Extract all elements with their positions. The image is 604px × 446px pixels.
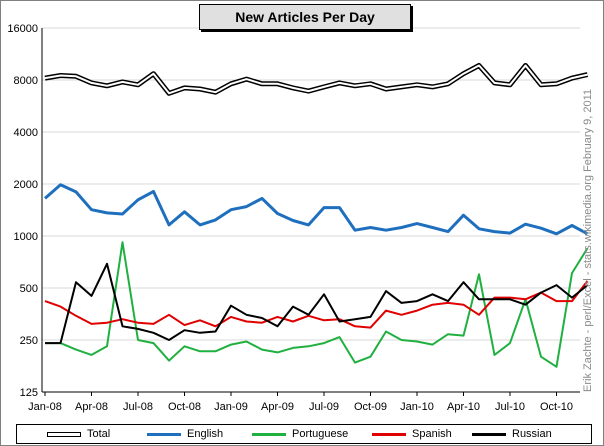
x-tick-label: Jul-10 <box>495 401 525 413</box>
series-lines <box>44 63 589 368</box>
y-tick-label: 250 <box>20 335 38 347</box>
legend-item-spanish: Spanish <box>372 425 452 443</box>
y-tick-label: 125 <box>20 387 38 399</box>
x-tick-label: Jan-10 <box>400 401 434 413</box>
legend-label-russian: Russian <box>512 428 552 440</box>
axes <box>41 28 580 396</box>
y-tick-label: 1000 <box>14 231 38 243</box>
y-tick-label: 4000 <box>14 127 38 139</box>
legend-item-english: English <box>147 425 223 443</box>
legend-label-portuguese: Portuguese <box>292 428 349 440</box>
x-tick-label: Jan-08 <box>28 401 62 413</box>
y-tick-label: 500 <box>20 283 38 295</box>
x-tick-label: Oct-10 <box>540 401 573 413</box>
series-line-spanish <box>44 280 589 329</box>
legend-label-total: Total <box>87 428 111 440</box>
y-tick-label: 16000 <box>7 23 38 35</box>
legend-item-portuguese: Portuguese <box>252 425 348 443</box>
legend-label-english: English <box>187 428 224 440</box>
side-note: Erik Zachte - perl/Excel - stats.wikimed… <box>582 88 594 392</box>
series-line-english <box>44 183 589 236</box>
x-tick-label: Jul-09 <box>309 401 339 413</box>
x-tick-label: Jan-09 <box>214 401 248 413</box>
series-line-portuguese <box>45 241 589 368</box>
x-tick-label: Apr-10 <box>447 401 480 413</box>
y-tick-label: 8000 <box>14 75 38 87</box>
y-tick-label: 2000 <box>14 179 38 191</box>
x-tick-label: Oct-09 <box>354 401 387 413</box>
legend-item-russian: Russian <box>472 425 552 443</box>
series-line-russian <box>45 262 589 345</box>
legend-swatch-russian <box>472 432 506 436</box>
series-line-total <box>44 64 588 95</box>
x-tick-label: Jul-08 <box>123 401 153 413</box>
x-tick-label: Oct-08 <box>168 401 201 413</box>
tick-labels: 16000 8000 4000 2000 1000 500 250 125 Jan-08 Apr-… <box>7 23 573 413</box>
legend-item-total: Total <box>47 425 110 443</box>
legend-swatch-english <box>147 432 181 436</box>
legend-swatch-total <box>47 431 81 437</box>
legend-swatch-portuguese <box>252 432 286 436</box>
legend-swatch-spanish <box>372 432 406 436</box>
x-tick-label: Apr-08 <box>75 401 108 413</box>
legend: Total English Portuguese Spanish Russian <box>16 424 592 444</box>
chart-title: New Articles Per Day <box>199 4 411 30</box>
legend-label-spanish: Spanish <box>412 428 452 440</box>
x-tick-label: Apr-09 <box>261 401 294 413</box>
